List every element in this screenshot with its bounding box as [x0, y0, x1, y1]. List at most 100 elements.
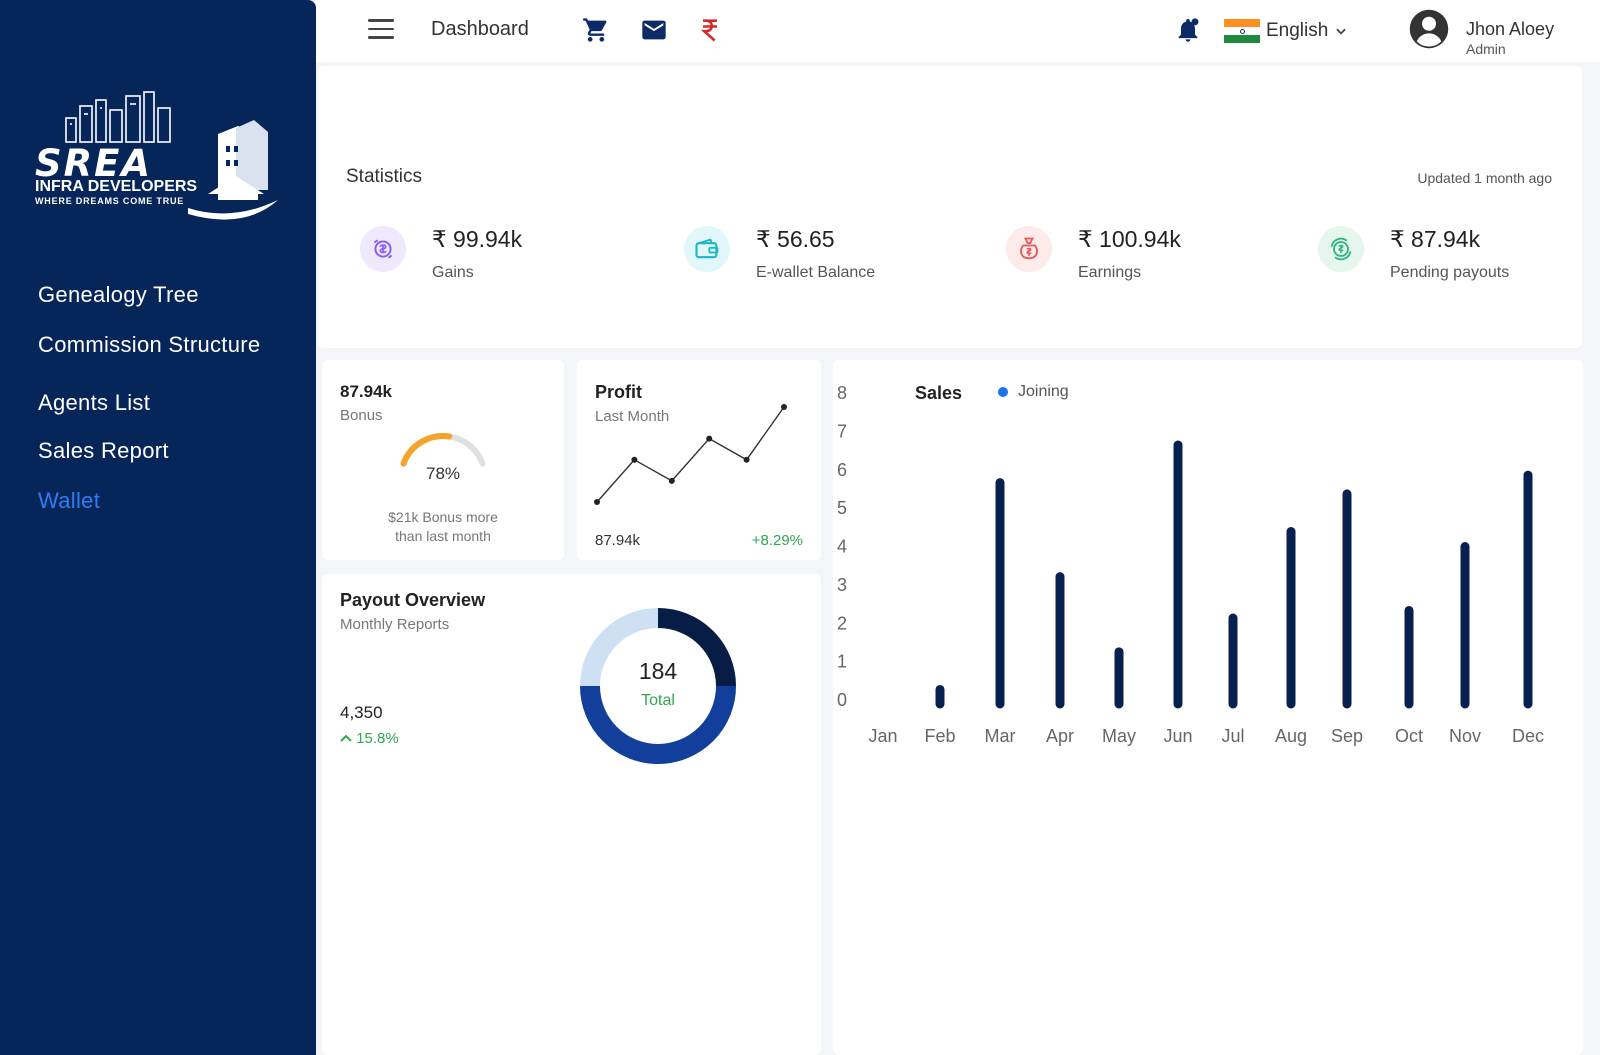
page-edge [1586, 62, 1600, 1055]
brand-tagline-1: INFRA DEVELOPERS [35, 178, 198, 195]
payout-title: Payout Overview [340, 590, 486, 610]
user-role: Admin [1466, 41, 1506, 57]
bonus-value: 87.94k [340, 382, 392, 401]
x-tick-label: Jul [1221, 726, 1244, 746]
y-tick-label: 0 [837, 690, 847, 710]
gauge-fill [400, 433, 453, 467]
payout-icon [1318, 226, 1364, 272]
bonus-gauge [400, 433, 486, 467]
sidebar-item-commission-structure[interactable]: Commission Structure [38, 332, 261, 357]
x-tick-label: Jan [868, 726, 897, 746]
sparkline-point [668, 477, 675, 484]
stat-label: E-wallet Balance [756, 264, 876, 281]
sidebar-item-wallet[interactable]: Wallet [38, 488, 101, 513]
sidebar-item-genealogy-tree[interactable]: Genealogy Tree [38, 282, 199, 307]
sidebar-item-agents-list[interactable]: Agents List [38, 390, 151, 415]
bonus-percent: 78% [425, 464, 461, 483]
x-tick-label: Jun [1163, 726, 1192, 746]
statistics-title: Statistics [346, 166, 423, 187]
avatar-icon [1409, 9, 1449, 49]
profit-change: +8.29% [751, 532, 803, 549]
payout-overview-card: Payout Overview Monthly Reports 4,350 15… [322, 574, 821, 1055]
y-tick-label: 2 [837, 613, 847, 633]
rupee-icon[interactable] [696, 16, 724, 44]
user-menu[interactable]: Jhon Aloey Admin [1408, 8, 1554, 57]
sparkline-point [743, 456, 750, 463]
brand-tagline-2: WHERE DREAMS COME TRUE [35, 196, 185, 206]
statistics-updated: Updated 1 month ago [1417, 170, 1552, 186]
sparkline-point [594, 499, 600, 505]
donut-total-label: Total [641, 692, 675, 709]
x-tick-label: Nov [1449, 726, 1481, 746]
cart-icon[interactable] [582, 16, 610, 44]
india-flag-icon [1224, 19, 1260, 43]
x-tick-label: Aug [1275, 726, 1307, 746]
bonus-label: Bonus [340, 407, 383, 424]
donut-segment-blue [580, 685, 736, 764]
bonus-note: $21k Bonus more than last month [322, 508, 564, 546]
payout-change-text: 15.8% [356, 730, 399, 747]
bell-icon[interactable] [1174, 16, 1202, 44]
sparkline-point [631, 456, 638, 463]
x-tick-label: Oct [1395, 726, 1423, 746]
profit-sparkline [594, 404, 787, 505]
y-tick-label: 1 [837, 652, 847, 672]
x-tick-label: May [1102, 726, 1136, 746]
profit-card: Profit Last Month 87.94k +8.29% [577, 360, 821, 560]
mail-icon[interactable] [640, 16, 668, 44]
sidebar-item-sales-report[interactable]: Sales Report [38, 438, 169, 463]
language-label: English [1266, 20, 1329, 41]
user-name: Jhon Aloey [1466, 19, 1555, 39]
sparkline-line [596, 406, 785, 503]
brand-logo[interactable]: SREA INFRA DEVELOPERS WHERE DREAMS COME … [32, 90, 290, 230]
chevron-down-icon [1336, 28, 1347, 35]
legend-label: Joining [1018, 383, 1069, 400]
x-tick-label: Sep [1331, 726, 1363, 746]
bonus-card: 87.94k Bonus 78% $21k Bonus more than la… [322, 360, 564, 560]
x-tick-label: Apr [1046, 726, 1074, 746]
wallet-icon [684, 226, 730, 272]
stat-value: ₹ 100.94k [1078, 226, 1181, 252]
brand-name: SREA [35, 142, 153, 185]
y-tick-label: 7 [837, 421, 847, 441]
stat-value: ₹ 56.65 [756, 226, 835, 252]
profit-value: 87.94k [595, 532, 641, 549]
language-selector[interactable]: English [1224, 17, 1348, 45]
sparkline-point [706, 435, 713, 442]
y-tick-label: 4 [837, 537, 847, 557]
top-bar: Dashboard English Jhon Aloey Admin [316, 0, 1600, 62]
payout-value: 4,350 [340, 703, 383, 722]
sparkline-point [781, 404, 787, 410]
payout-change: 15.8% [340, 730, 399, 747]
donut-segment-dark [657, 608, 736, 687]
money-bag-icon [1006, 226, 1052, 272]
stat-value: ₹ 99.94k [432, 226, 523, 252]
y-tick-label: 3 [837, 575, 847, 595]
payout-donut [580, 608, 736, 764]
gains-icon [360, 226, 406, 272]
stat-label: Gains [432, 264, 474, 281]
page-title: Dashboard [431, 18, 529, 40]
y-tick-label: 8 [837, 383, 847, 403]
sidebar: SREA INFRA DEVELOPERS WHERE DREAMS COME … [0, 0, 316, 1055]
profit-subtitle: Last Month [595, 408, 670, 425]
stat-value: ₹ 87.94k [1390, 226, 1481, 252]
city-skyline-icon [65, 91, 278, 220]
stat-label: Earnings [1078, 264, 1142, 281]
legend-dot [998, 387, 1008, 397]
chart-title: Sales [915, 383, 963, 403]
arrow-up-icon [340, 734, 352, 742]
y-tick-label: 6 [837, 460, 847, 480]
statistics-card: Statistics Updated 1 month ago ₹ 99.94k … [318, 66, 1582, 348]
stat-label: Pending payouts [1390, 264, 1510, 281]
bonus-note-line-2: than last month [395, 528, 491, 544]
payout-subtitle: Monthly Reports [340, 616, 450, 633]
sales-chart-card: Sales Joining 8 7 6 5 4 3 2 1 0 Jan Feb Mar Apr May Ju… [833, 360, 1583, 1055]
y-tick-label: 5 [837, 498, 847, 518]
x-tick-label: Dec [1512, 726, 1544, 746]
menu-icon[interactable] [368, 19, 394, 39]
chart-legend: Joining [998, 383, 1069, 401]
donut-total: 184 [638, 658, 678, 684]
x-tick-label: Feb [924, 726, 955, 746]
x-tick-label: Mar [985, 726, 1016, 746]
